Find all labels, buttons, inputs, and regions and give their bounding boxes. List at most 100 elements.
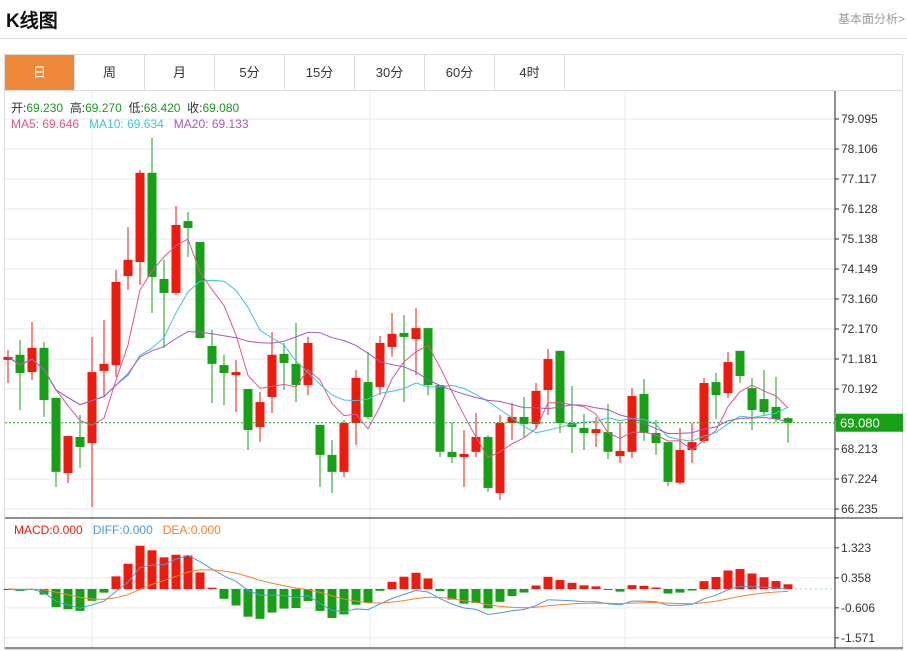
macd-bar xyxy=(315,589,325,611)
macd-bar xyxy=(639,585,649,589)
open-label: 开: xyxy=(11,101,27,115)
price-tick-label: 76.128 xyxy=(841,202,878,216)
candle-down xyxy=(219,365,229,373)
macd-bar xyxy=(711,577,721,589)
candle-up xyxy=(375,342,385,387)
price-tick-label: 74.149 xyxy=(841,262,878,276)
candle-down xyxy=(579,427,589,434)
macd-bar xyxy=(351,589,361,605)
macd-bar xyxy=(267,589,277,613)
price-tick-label: 71.181 xyxy=(841,352,878,366)
macd-bar xyxy=(399,576,409,589)
macd-bar xyxy=(663,589,673,594)
candle-up xyxy=(3,356,13,360)
ma5-value: MA5: 69.646 xyxy=(11,117,80,131)
candle-down xyxy=(639,393,649,434)
tab-6[interactable]: 60分 xyxy=(425,55,495,90)
candle-down xyxy=(555,350,565,424)
candle-up xyxy=(87,372,97,444)
candle-up xyxy=(267,354,277,397)
macd-bar xyxy=(435,589,445,592)
candle-down xyxy=(327,454,337,472)
candle-up xyxy=(687,442,697,451)
candle-down xyxy=(399,332,409,337)
candle-up xyxy=(303,342,313,386)
candle-down xyxy=(483,436,493,488)
candle-up xyxy=(675,450,685,483)
candle-up xyxy=(111,282,121,366)
diff-value: DIFF:0.000 xyxy=(92,523,153,537)
candle-down xyxy=(519,416,529,424)
macd-bar xyxy=(171,554,181,589)
dea-line xyxy=(7,569,789,609)
tab-2[interactable]: 月 xyxy=(145,55,215,90)
candle-down xyxy=(75,436,85,447)
macd-tick-label: -0.606 xyxy=(841,601,875,615)
tab-3[interactable]: 5分 xyxy=(215,55,285,90)
macd-bar xyxy=(459,589,469,604)
candle-up xyxy=(495,423,505,494)
price-tick-label: 73.160 xyxy=(841,292,878,306)
divider xyxy=(0,38,907,39)
macd-bar xyxy=(51,589,61,608)
page-title: K线图 xyxy=(6,11,58,32)
candle-up xyxy=(471,436,481,452)
macd-bar xyxy=(39,589,49,595)
price-tick-label: 72.170 xyxy=(841,322,878,336)
macd-bar xyxy=(111,576,121,589)
macd-bar xyxy=(723,570,733,589)
macd-bar xyxy=(555,580,565,589)
macd-bar xyxy=(195,572,205,589)
macd-bar xyxy=(99,589,109,593)
tab-5[interactable]: 30分 xyxy=(355,55,425,90)
macd-bar xyxy=(687,589,697,591)
macd-bar xyxy=(327,589,337,618)
ma20-value: MA20: 69.133 xyxy=(173,117,249,131)
candle-down xyxy=(147,172,157,277)
macd-bar xyxy=(699,581,709,589)
macd-bar xyxy=(627,585,637,589)
macd-bar xyxy=(75,589,85,611)
last-price-label: 69.080 xyxy=(840,416,880,431)
candle-down xyxy=(159,278,169,293)
macd-bar xyxy=(495,589,505,602)
close-label: 收: xyxy=(187,101,203,115)
price-tick-label: 68.213 xyxy=(841,442,878,456)
tab-4[interactable]: 15分 xyxy=(285,55,355,90)
kline-chart[interactable] xyxy=(4,90,903,650)
candle-down xyxy=(447,451,457,457)
macd-bar xyxy=(531,585,541,589)
macd-value: MACD:0.000 xyxy=(14,523,83,537)
candle-up xyxy=(411,328,421,340)
candle-down xyxy=(711,382,721,396)
tab-7[interactable]: 4时 xyxy=(495,55,565,90)
candle-down xyxy=(435,385,445,452)
macd-bar xyxy=(411,572,421,589)
price-tick-label: 78.106 xyxy=(841,142,878,156)
tab-0[interactable]: 日 xyxy=(5,55,75,90)
candle-up xyxy=(339,423,349,472)
candle-up xyxy=(231,372,241,376)
price-tick-label: 70.192 xyxy=(841,382,878,396)
candle-down xyxy=(651,433,661,444)
candle-up xyxy=(123,259,133,276)
macd-bar xyxy=(279,589,289,609)
price-tick-label: 79.095 xyxy=(841,112,878,126)
fundamental-analysis-link[interactable]: 基本面分析> xyxy=(837,12,905,26)
ma5-line xyxy=(7,238,789,459)
macd-bar xyxy=(507,589,517,596)
ma-readout: MA5: 69.646 MA10: 69.634 MA20: 69.133 xyxy=(11,117,249,131)
macd-bar xyxy=(291,589,301,609)
macd-bar xyxy=(603,589,613,590)
macd-bar xyxy=(387,581,397,589)
candle-up xyxy=(543,359,553,390)
macd-bar xyxy=(339,589,349,615)
macd-bar xyxy=(63,589,73,610)
macd-bar xyxy=(747,573,757,589)
macd-bar xyxy=(675,589,685,593)
tab-1[interactable]: 周 xyxy=(75,55,145,90)
candle-up xyxy=(255,402,265,427)
price-tick-label: 75.138 xyxy=(841,232,878,246)
macd-bar xyxy=(123,563,133,589)
candle-down xyxy=(195,241,205,339)
